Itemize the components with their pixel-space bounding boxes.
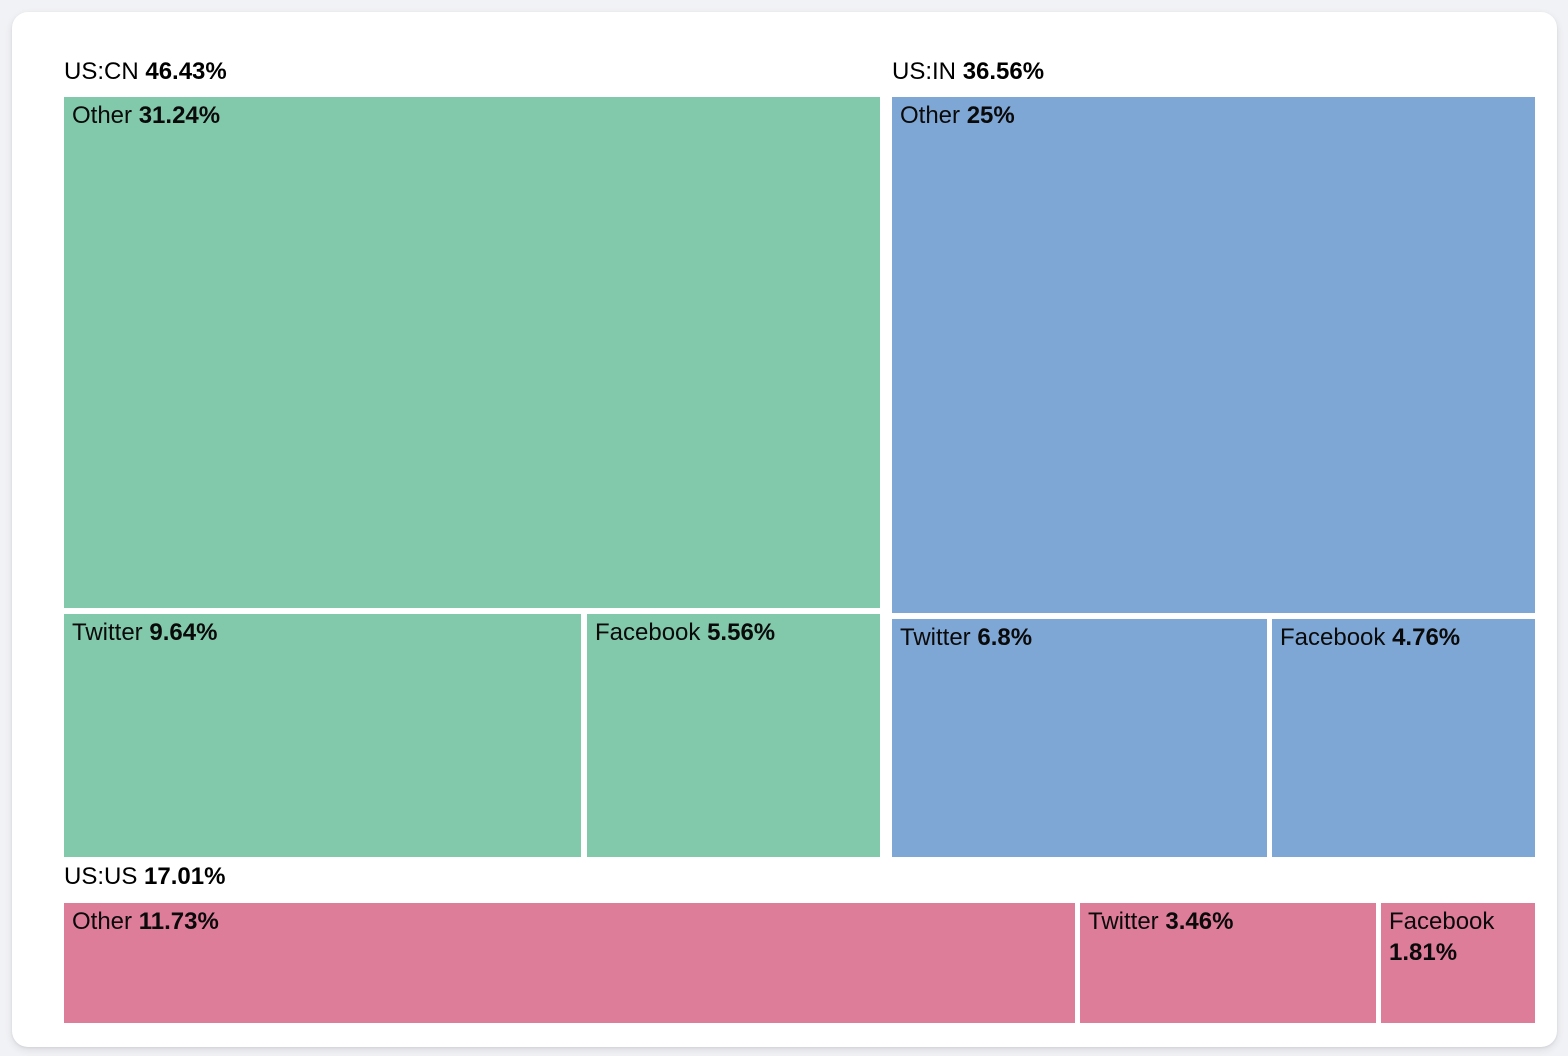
treemap-cell-us-in-other[interactable]: Other 25% (892, 97, 1535, 613)
treemap-cell-us-cn-other[interactable]: Other 31.24% (64, 97, 880, 608)
group-value: 46.43% (145, 58, 227, 85)
cell-label: Facebook 5.56% (595, 619, 776, 646)
group-label: US:IN (892, 58, 957, 85)
treemap-cell-us-us-other[interactable]: Other 11.73% (64, 903, 1075, 1023)
cell-label: Facebook 1.81% (1389, 908, 1495, 966)
cell-label: Other 31.24% (72, 102, 221, 129)
treemap-cell-us-us-twitter[interactable]: Twitter 3.46% (1080, 903, 1376, 1023)
group-header-us-us: US:US 17.01% (64, 861, 225, 893)
group-header-us-cn: US:CN 46.43% (64, 56, 227, 88)
group-label: US:CN (64, 58, 139, 85)
cell-label: Other 11.73% (72, 908, 219, 935)
cell-label: Twitter 9.64% (72, 619, 218, 646)
treemap-cell-us-in-facebook[interactable]: Facebook 4.76% (1272, 619, 1535, 857)
group-value: 17.01% (144, 863, 226, 890)
cell-label: Other 25% (900, 102, 1015, 129)
treemap-cell-us-in-twitter[interactable]: Twitter 6.8% (892, 619, 1267, 857)
group-header-us-in: US:IN 36.56% (892, 56, 1044, 88)
cell-label: Facebook 4.76% (1280, 624, 1461, 651)
treemap-card: US:CN 46.43% US:IN 36.56% US:US 17.01% O… (12, 12, 1557, 1047)
group-label: US:US (64, 863, 138, 890)
group-value: 36.56% (962, 58, 1045, 85)
treemap-cell-us-cn-facebook[interactable]: Facebook 5.56% (587, 614, 880, 857)
treemap-cell-us-us-facebook[interactable]: Facebook 1.81% (1381, 903, 1535, 1023)
treemap-cell-us-cn-twitter[interactable]: Twitter 9.64% (64, 614, 581, 857)
cell-label: Twitter 6.8% (900, 624, 1033, 651)
cell-label: Twitter 3.46% (1088, 908, 1234, 935)
